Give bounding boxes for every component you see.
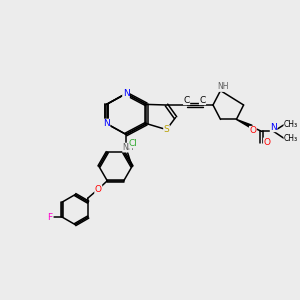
Text: O: O	[249, 126, 256, 135]
Text: CH₃: CH₃	[284, 134, 298, 143]
Text: N: N	[270, 123, 277, 132]
Text: CH₃: CH₃	[284, 120, 298, 129]
Text: O: O	[263, 138, 271, 147]
Text: N: N	[103, 119, 110, 128]
Text: C: C	[184, 96, 190, 105]
Text: Cl: Cl	[129, 139, 138, 148]
Text: F: F	[48, 213, 53, 222]
Text: S: S	[164, 125, 169, 134]
Text: C: C	[200, 96, 206, 105]
Text: NH: NH	[217, 82, 229, 91]
Text: O: O	[95, 185, 102, 194]
Polygon shape	[236, 119, 252, 128]
Text: NH: NH	[123, 143, 134, 152]
Text: N: N	[123, 89, 129, 98]
